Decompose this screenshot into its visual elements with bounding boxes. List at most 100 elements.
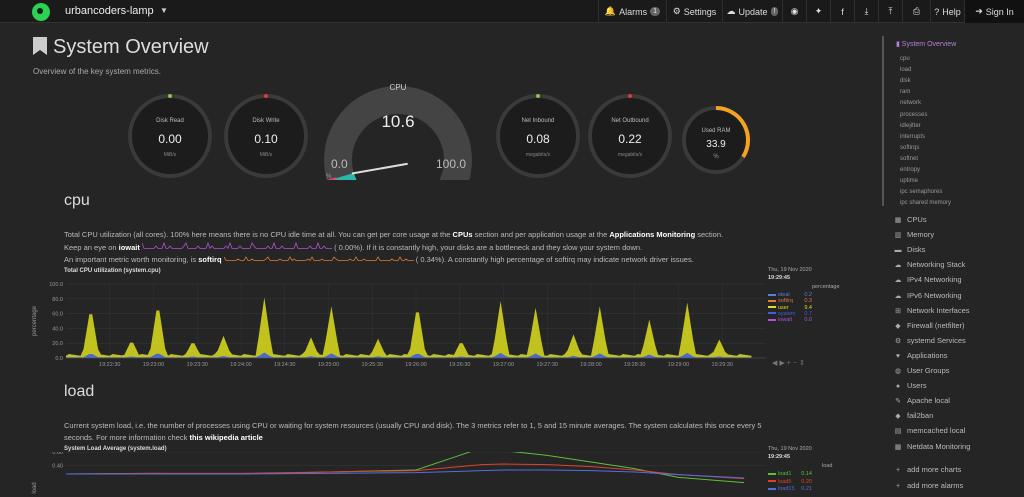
print-icon: ⎙ xyxy=(912,6,921,16)
pan-left-icon[interactable]: ◀ xyxy=(772,360,780,367)
zoom-out-icon[interactable]: − xyxy=(792,360,799,367)
gauge-indicator xyxy=(628,94,632,98)
sidebar-subitem-ram[interactable]: ram xyxy=(900,89,911,96)
caret-down-icon[interactable]: ▼ xyxy=(160,6,168,15)
download-button[interactable]: ⤓ xyxy=(854,0,878,23)
sidebar-item-ipv4-networking[interactable]: ☁ IPv4 Networking xyxy=(894,275,962,284)
sidebar-subitem-network[interactable]: network xyxy=(900,100,922,107)
sidebar-subitem-ipc-shared-memory[interactable]: ipc shared memory xyxy=(900,200,952,207)
settings-button[interactable]: ⚙ Settings xyxy=(666,0,722,23)
legend-value: 0.0 xyxy=(804,317,812,324)
zoom-in-icon[interactable]: + xyxy=(786,360,793,367)
sidebar-item-apache-local[interactable]: ✎ Apache local xyxy=(894,396,950,405)
sidebar-subitem-entropy[interactable]: entropy xyxy=(900,167,921,173)
legend-item-load1[interactable]: load1 0.14 xyxy=(768,471,848,477)
legend-value: 0.14 xyxy=(801,471,812,477)
y-tick-label: 20.0 xyxy=(52,341,63,347)
sidebar-item-netdata-monitoring[interactable]: ▦ Netdata Monitoring xyxy=(894,441,971,451)
button-label: Settings xyxy=(683,6,717,17)
chart-toolbar[interactable]: ◀▶+−⇕ xyxy=(772,359,807,367)
applications-link[interactable]: Applications Monitoring xyxy=(609,230,696,239)
sidebar-subitem-disk[interactable]: disk xyxy=(900,78,911,85)
y-axis-label: percentage xyxy=(32,305,38,336)
sidebar-item-label: Networking Stack xyxy=(907,260,966,270)
hostname-menu[interactable]: urbancoders-lamp xyxy=(65,5,154,17)
sidebar-item-systemd-services[interactable]: ⚙ systemd Services xyxy=(894,336,966,345)
softirq-sparkline[interactable] xyxy=(223,254,414,263)
cpu-legend-date: Thu, 19 Nov 2020 xyxy=(768,267,812,273)
sidebar-item-fail2ban[interactable]: ◆ fail2ban xyxy=(894,411,933,420)
cpu-gauge[interactable]: CPU 10.6 0.0 100.0 % xyxy=(318,80,478,180)
sidebar-item-network-interfaces[interactable]: ⊞ Network Interfaces xyxy=(894,306,969,315)
sitemap-icon: ⊞ xyxy=(895,307,901,315)
page-title-text: System Overview xyxy=(53,36,209,58)
legend-item-user[interactable]: user 9.4 xyxy=(768,305,848,311)
sidebar-item-user-groups[interactable]: ◍ User Groups xyxy=(894,366,950,375)
legend-item-load5[interactable]: load5 0.20 xyxy=(768,479,848,485)
sidebar-subitem-cpu[interactable]: cpu xyxy=(900,56,910,62)
sidebar-subitem-interrupts[interactable]: interrupts xyxy=(900,133,926,140)
disk-read-gauge[interactable]: Disk Read 0.00 MiB/s xyxy=(128,94,212,178)
legend-value: 9.4 xyxy=(804,304,812,311)
sidebar-subitem-load[interactable]: load xyxy=(900,67,912,74)
legend-item-system[interactable]: system 0.7 xyxy=(768,311,848,317)
sidebar-item-label: Netdata Monitoring xyxy=(907,441,971,451)
sidebar-item-disks[interactable]: ▬ Disks xyxy=(894,245,926,254)
sidebar-item-cpus[interactable]: ▦ CPUs xyxy=(894,215,927,224)
sidebar-item-label: CPUs xyxy=(907,215,927,224)
memory-icon: ▥ xyxy=(894,232,902,240)
sidebar-item-firewall-netfilter[interactable]: ◆ Firewall (netfilter) xyxy=(894,321,964,330)
sidebar-subitem-softirqs[interactable]: softirqs xyxy=(900,144,920,151)
cpu-chart[interactable]: 100.0 80.0 60.0 40.0 20.0 0.0 19:22:30 19:23:00… xyxy=(28,274,770,374)
sidebar-item-networking-stack[interactable]: ☁ Networking Stack xyxy=(894,260,966,270)
legend-item-iowait[interactable]: iowait 0.0 xyxy=(768,317,848,323)
load-chart[interactable]: 0.60 0.40 load xyxy=(28,452,770,497)
sign-in-button[interactable]: ➜ Sign In xyxy=(964,0,1024,23)
sidebar-item-memcached-local[interactable]: ▤ memcached local xyxy=(894,426,966,435)
sidebar-item-applications[interactable]: ♥ Applications xyxy=(894,351,948,360)
legend-label: system xyxy=(778,310,796,317)
y-tick-label: 0.40 xyxy=(52,463,63,469)
legend-item-softirq[interactable]: softirq 0.3 xyxy=(768,298,848,304)
sidebar-item-system-overview[interactable]: ▮ System Overview xyxy=(896,41,957,48)
sidebar-subitem-softnet[interactable]: softnet xyxy=(900,155,919,162)
gauge-title: Net Inbound xyxy=(521,118,555,124)
cpus-link[interactable]: CPUs xyxy=(452,230,473,239)
sidebar-subitem-processes[interactable]: processes xyxy=(900,111,928,118)
sidebar-item-add-more-alarms[interactable]: + add more alarms xyxy=(894,481,963,490)
disk-write-gauge[interactable]: Disk Write 0.10 MiB/s xyxy=(224,94,308,178)
bookmark-icon xyxy=(33,37,47,55)
alarms-button[interactable]: 🔔 Alarms 1 xyxy=(598,0,666,23)
x-tick-label: 19:27:00 xyxy=(493,362,514,368)
button-label: Help xyxy=(942,6,961,17)
sidebar-item-add-more-charts[interactable]: + add more charts xyxy=(894,465,961,474)
github-button[interactable]: ◉ xyxy=(782,0,806,23)
wikipedia-link[interactable]: this wikipedia article xyxy=(189,433,263,442)
net-outbound-gauge[interactable]: Net Outbound 0.22 megabits/s xyxy=(588,94,672,178)
legend-label: load1 xyxy=(778,471,792,477)
net-inbound-gauge[interactable]: Net Inbound 0.08 megabits/s xyxy=(496,94,580,178)
iowait-sparkline[interactable] xyxy=(141,241,332,251)
sidebar-subitem-idlejitter[interactable]: idlejitter xyxy=(900,122,921,129)
facebook-button[interactable]: f xyxy=(830,0,854,23)
netdata-logo-icon[interactable] xyxy=(32,3,50,21)
used-ram-gauge[interactable]: Used RAM 33.9 % xyxy=(680,104,752,176)
sidebar-item-users[interactable]: ● Users xyxy=(894,381,927,390)
sidebar-subitem-uptime[interactable]: uptime xyxy=(900,178,919,185)
update-button[interactable]: ☁ Update! xyxy=(722,0,782,23)
legend-value: 0.21 xyxy=(801,486,812,492)
upload-icon: ⤒ xyxy=(888,6,893,16)
resize-icon[interactable]: ⇕ xyxy=(798,360,807,367)
help-button[interactable]: ? Help xyxy=(930,0,964,23)
legend-item-load15[interactable]: load15 0.21 xyxy=(768,486,848,492)
legend-value: 0.7 xyxy=(804,310,812,317)
pan-right-icon[interactable]: ▶ xyxy=(779,360,787,367)
sidebar-subitem-ipc-semaphores[interactable]: ipc semaphores xyxy=(900,189,943,196)
sidebar-item-ipv6-networking[interactable]: ☁ IPv6 Networking xyxy=(894,291,962,300)
twitter-button[interactable]: ✦ xyxy=(806,0,830,23)
legend-item-steal[interactable]: steal 0.2 xyxy=(768,292,848,298)
sidebar-item-memory[interactable]: ▥ Memory xyxy=(894,230,934,239)
print-button[interactable]: ⎙ xyxy=(902,0,930,23)
upload-button[interactable]: ⤒ xyxy=(878,0,902,23)
legend-swatch xyxy=(768,318,776,321)
